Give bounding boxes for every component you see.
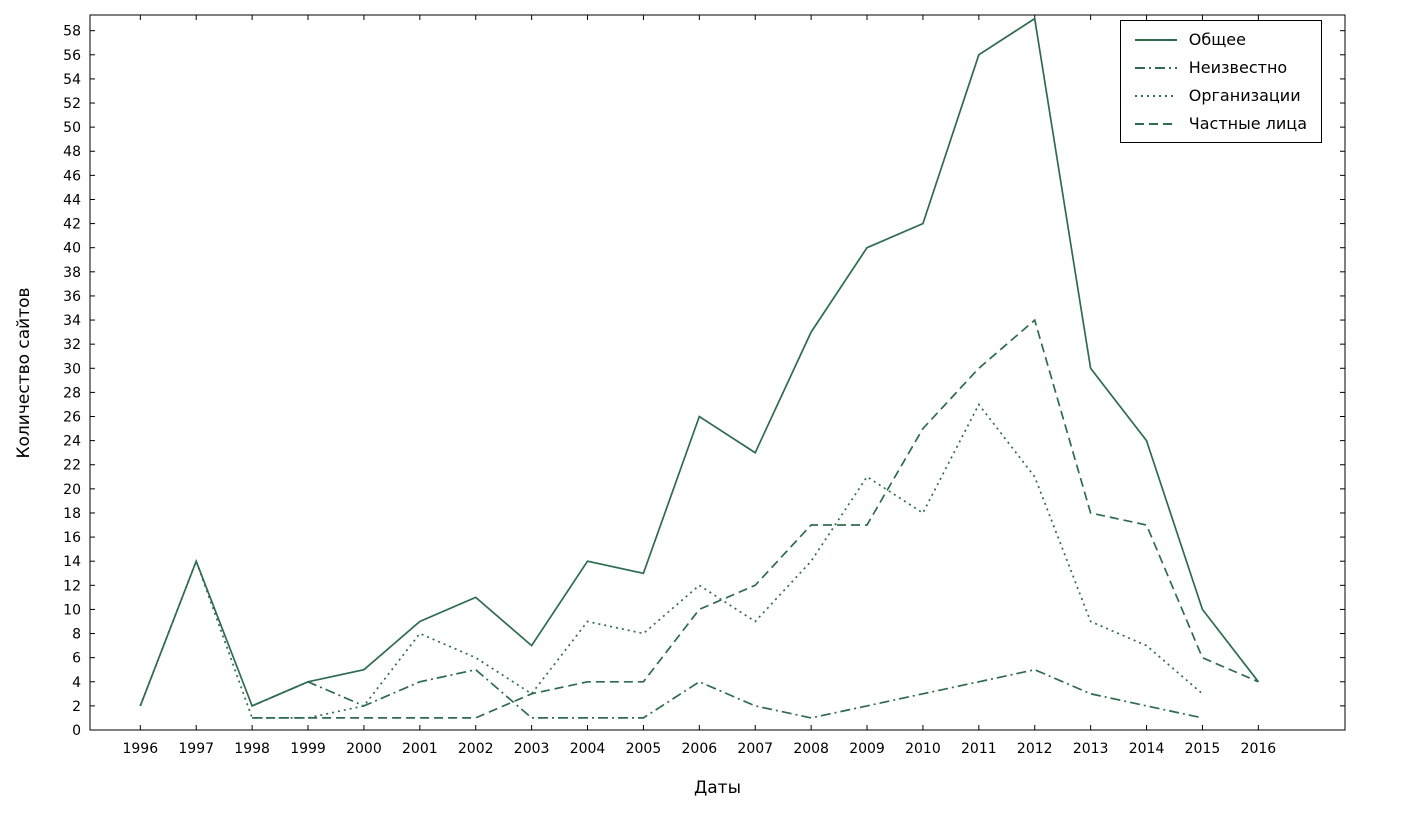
y-tick-label: 44 [63,192,81,208]
y-tick-label: 14 [63,554,81,570]
y-tick-label: 0 [72,723,81,739]
plot-frame [89,14,1346,731]
legend-label: Неизвестно [1188,58,1288,77]
y-tick-label: 48 [63,144,81,160]
y-tick-label: 54 [63,72,81,88]
x-tick-label: 2011 [961,741,997,757]
y-tick-label: 24 [63,434,81,450]
y-tick-label: 58 [63,24,81,40]
x-tick-label: 2014 [1129,741,1165,757]
y-tick-label: 10 [63,602,81,618]
x-tick-label: 2016 [1241,741,1277,757]
y-tick-label: 4 [72,675,81,691]
legend-item: Организации [1133,86,1307,105]
y-tick-label: 38 [63,265,81,281]
series-line-dashdot [251,668,1203,719]
x-axis-label: Даты [693,778,742,798]
y-axis-label: Количество сайтов [14,287,34,459]
x-tick-label: 2003 [514,741,550,757]
x-tick-label: 1997 [178,741,214,757]
legend-line-sample-dashed [1134,122,1177,125]
x-tick-label: 2005 [626,741,662,757]
x-tick-label: 2015 [1185,741,1221,757]
legend-item: Общее [1133,30,1307,49]
y-tick-label: 20 [63,482,81,498]
y-tick-label: 46 [63,168,81,184]
y-tick-label: 8 [72,627,81,643]
y-tick-label: 34 [63,313,81,329]
x-tick-label: 2007 [737,741,773,757]
y-tick-label: 50 [63,120,81,136]
x-tick-label: 2012 [1017,741,1053,757]
legend-label: Организации [1188,86,1301,105]
y-tick-label: 26 [63,410,81,426]
series-line-solid [139,17,1260,708]
y-tick-label: 36 [63,289,81,305]
legend: Общее Неизвестно Организации Частные лица [1119,20,1322,143]
legend-item: Неизвестно [1133,58,1307,77]
x-tick-label: 2013 [1073,741,1109,757]
y-tick-label: 30 [63,361,81,377]
y-tick-label: 6 [72,651,81,667]
y-tick-label: 18 [63,506,81,522]
y-tick-label: 12 [63,578,81,594]
y-tick-label: 42 [63,217,81,233]
x-tick-label: 1996 [122,741,158,757]
x-tick-label: 2006 [682,741,718,757]
legend-line-sample-dashdot [1134,66,1177,69]
legend-line-sample-dotted [1134,94,1177,97]
y-tick-label: 28 [63,385,81,401]
y-tick-label: 52 [63,96,81,112]
legend-label: Общее [1188,30,1246,49]
y-tick-label: 22 [63,458,81,474]
legend-line-sample-solid [1134,38,1177,41]
x-tick-label: 2002 [458,741,494,757]
x-tick-label: 2004 [570,741,606,757]
x-tick-label: 1999 [290,741,326,757]
y-tick-label: 32 [63,337,81,353]
y-tick-label: 56 [63,48,81,64]
y-tick-label: 16 [63,530,81,546]
y-tick-label: 40 [63,241,81,257]
x-tick-label: 1998 [234,741,270,757]
y-tick-label: 2 [72,699,81,715]
x-tick-label: 2001 [402,741,438,757]
x-tick-label: 2009 [849,741,885,757]
series-line-dotted [139,402,1203,719]
legend-label: Частные лица [1188,114,1307,133]
legend-item: Частные лица [1133,114,1307,133]
x-tick-label: 2000 [346,741,382,757]
x-tick-label: 2010 [905,741,941,757]
series-line-dashed [252,318,1259,719]
x-tick-label: 2008 [793,741,829,757]
